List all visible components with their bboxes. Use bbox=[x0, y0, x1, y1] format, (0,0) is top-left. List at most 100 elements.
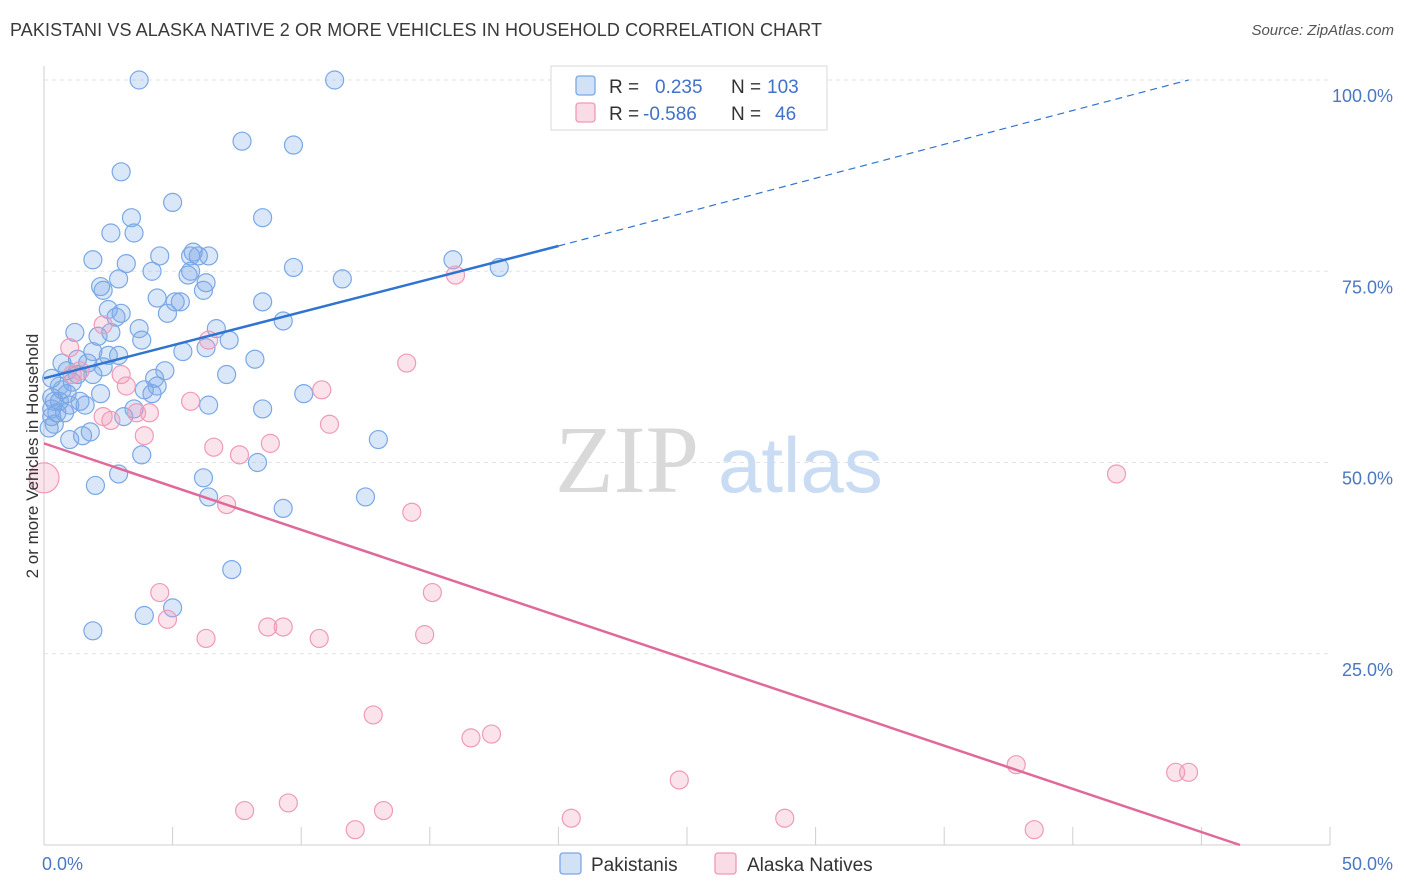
data-point bbox=[114, 407, 134, 427]
data-point bbox=[83, 341, 103, 362]
data-point bbox=[373, 800, 394, 821]
data-point bbox=[150, 582, 170, 603]
data-point bbox=[193, 468, 214, 488]
data-point bbox=[1024, 820, 1044, 840]
data-point bbox=[44, 414, 64, 434]
data-point bbox=[126, 403, 147, 423]
chart-title: PAKISTANI VS ALASKA NATIVE 2 OR MORE VEH… bbox=[10, 20, 823, 40]
watermark-atlas: atlas bbox=[718, 421, 883, 509]
data-point bbox=[142, 261, 162, 281]
data-point bbox=[116, 254, 136, 274]
source-label: Source: ZipAtlas.com bbox=[1251, 22, 1394, 39]
data-point bbox=[397, 353, 417, 373]
x-tick-label-1: 50.0% bbox=[1342, 854, 1393, 874]
data-point bbox=[42, 407, 62, 427]
data-point bbox=[62, 372, 82, 392]
data-point bbox=[199, 246, 219, 266]
data-point bbox=[235, 800, 255, 821]
data-point bbox=[111, 162, 131, 182]
data-point bbox=[129, 319, 149, 339]
data-point bbox=[39, 418, 59, 438]
data-point bbox=[49, 391, 70, 411]
data-point bbox=[443, 250, 463, 270]
data-point bbox=[157, 303, 178, 323]
bottom-legend-pakistanis: Pakistanis bbox=[591, 855, 678, 876]
y-tick-label-2: 50.0% bbox=[1342, 469, 1393, 489]
data-point bbox=[253, 292, 273, 312]
data-point bbox=[150, 246, 170, 266]
data-point bbox=[134, 426, 154, 446]
data-point bbox=[247, 452, 268, 473]
data-point bbox=[157, 609, 178, 629]
data-point bbox=[222, 559, 242, 580]
data-point bbox=[129, 70, 149, 90]
data-point bbox=[90, 384, 111, 404]
data-point bbox=[217, 364, 237, 385]
legend: R = 0.235 N = 103 R = -0.586 N = 46 bbox=[550, 65, 828, 131]
data-point bbox=[188, 246, 208, 266]
series-pakistanis bbox=[39, 70, 509, 641]
data-point bbox=[229, 445, 250, 465]
data-point bbox=[75, 395, 95, 415]
data-point bbox=[561, 808, 581, 828]
data-point bbox=[775, 808, 795, 828]
data-point bbox=[101, 223, 121, 243]
data-point bbox=[42, 399, 62, 419]
legend-swatch-pakistanis bbox=[575, 75, 596, 96]
bottom-legend-swatch-pakistanis bbox=[559, 852, 582, 875]
data-point bbox=[72, 426, 93, 446]
data-point bbox=[132, 330, 152, 350]
data-point bbox=[132, 445, 152, 465]
data-point bbox=[312, 380, 332, 400]
data-point bbox=[461, 728, 481, 748]
data-point bbox=[355, 487, 376, 507]
axes bbox=[43, 66, 1331, 846]
x-tick-label-0: 0.0% bbox=[42, 854, 83, 874]
legend-swatch-alaska-natives bbox=[575, 102, 596, 123]
data-point bbox=[332, 269, 352, 289]
data-point bbox=[196, 273, 216, 293]
data-point bbox=[85, 475, 106, 496]
data-point bbox=[181, 261, 201, 281]
legend-n-value-2: 46 bbox=[775, 104, 796, 125]
data-point bbox=[93, 315, 113, 335]
trend-line-pakistanis bbox=[43, 244, 559, 380]
data-point bbox=[669, 770, 689, 790]
data-point bbox=[283, 135, 304, 155]
data-point bbox=[83, 250, 103, 270]
legend-box bbox=[550, 65, 828, 131]
data-point bbox=[273, 498, 293, 518]
data-points bbox=[28, 70, 1199, 840]
data-point bbox=[1178, 762, 1199, 782]
legend-r-label-1: R = bbox=[609, 77, 639, 98]
data-point bbox=[181, 391, 201, 411]
data-point bbox=[147, 288, 167, 308]
data-point bbox=[481, 724, 502, 744]
data-point bbox=[219, 330, 239, 350]
data-point bbox=[193, 280, 214, 300]
trend-lines bbox=[43, 79, 1241, 847]
data-point bbox=[101, 322, 121, 343]
data-point bbox=[111, 364, 131, 385]
data-point bbox=[1106, 464, 1127, 484]
y-axis-label: 2 or more Vehicles in Household bbox=[23, 334, 42, 579]
data-point bbox=[124, 223, 144, 243]
legend-n-label-1: N = bbox=[731, 77, 761, 98]
data-point bbox=[116, 376, 136, 396]
data-point bbox=[278, 793, 298, 813]
y-tick-label-0: 100.0% bbox=[1332, 86, 1393, 106]
data-point bbox=[111, 303, 131, 323]
data-point bbox=[93, 280, 113, 300]
data-point bbox=[155, 361, 175, 381]
data-point bbox=[363, 705, 383, 725]
y-tick-label-3: 25.0% bbox=[1342, 660, 1393, 680]
data-point bbox=[273, 617, 293, 637]
bottom-legend-alaska-natives: Alaska Natives bbox=[747, 855, 873, 876]
data-point bbox=[253, 399, 273, 419]
watermark: ZIP atlas bbox=[555, 406, 883, 513]
data-point bbox=[196, 338, 216, 358]
data-point bbox=[199, 395, 219, 415]
data-point bbox=[422, 582, 442, 603]
data-point bbox=[204, 437, 224, 457]
data-point bbox=[47, 403, 67, 423]
